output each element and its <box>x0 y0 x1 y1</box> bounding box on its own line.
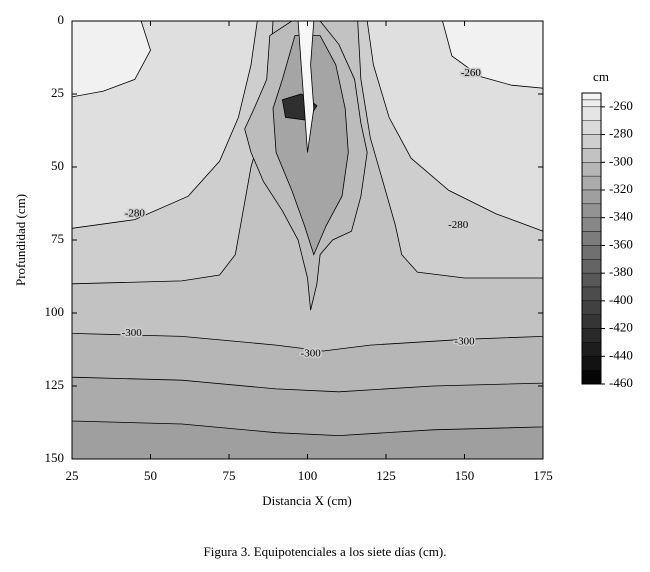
colorbar-tick-label: -420 <box>609 320 633 335</box>
y-tick-label: 125 <box>45 377 65 392</box>
y-tick-label: 150 <box>45 450 65 465</box>
colorbar-tick-label: -280 <box>609 126 633 141</box>
colorbar-band <box>581 272 602 288</box>
contour-label: -280 <box>448 219 469 231</box>
contour-label: -300 <box>122 327 143 339</box>
contour-label: -300 <box>301 347 322 359</box>
colorbar-tick-label: -260 <box>609 98 633 113</box>
colorbar-tick-label: -300 <box>609 153 633 168</box>
x-tick-label: 100 <box>298 468 318 483</box>
colorbar-band <box>581 162 602 177</box>
colorbar-band <box>581 286 602 302</box>
colorbar-band <box>581 99 602 108</box>
colorbar-band <box>581 106 602 121</box>
colorbar-frame <box>581 92 602 385</box>
colorbar-tick-label: -360 <box>609 236 633 251</box>
x-tick-label: 50 <box>144 468 157 483</box>
x-tick-label: 175 <box>533 468 553 483</box>
y-tick-label: 25 <box>51 85 64 100</box>
colorbar-band <box>581 245 602 260</box>
x-tick-label: 125 <box>376 468 396 483</box>
colorbar-tick-label: -380 <box>609 264 633 279</box>
contour-label: -280 <box>125 207 146 219</box>
caption: Figura 3. Equipotenciales a los siete dí… <box>204 544 447 559</box>
x-tick-label: 25 <box>66 468 79 483</box>
x-tick-label: 75 <box>223 468 236 483</box>
colorbar-band <box>581 175 602 191</box>
colorbar-band <box>581 300 602 315</box>
y-axis-title: Profundidad (cm) <box>13 194 28 286</box>
colorbar-tick-label: -460 <box>609 375 633 390</box>
colorbar-band <box>581 134 602 149</box>
colorbar-band <box>581 369 602 385</box>
colorbar-tick-label: -400 <box>609 292 633 307</box>
contour-region <box>297 21 315 153</box>
colorbar-band <box>581 328 602 343</box>
contour-field <box>72 21 543 459</box>
colorbar-band <box>581 120 602 135</box>
contour-label: -260 <box>461 67 482 79</box>
colorbar-band <box>581 203 602 218</box>
colorbar-band <box>581 342 602 357</box>
colorbar-band <box>581 231 602 246</box>
colorbar-band <box>581 92 602 101</box>
colorbar-band <box>581 217 602 232</box>
contour-region <box>442 21 543 89</box>
y-tick-label: 0 <box>58 12 65 27</box>
y-tick-label: 100 <box>45 304 65 319</box>
contour-label: -300 <box>454 336 475 348</box>
colorbar-tick-label: -340 <box>609 209 633 224</box>
contour-region <box>272 35 349 256</box>
contour-region <box>72 21 151 98</box>
y-tick-label: 50 <box>51 158 64 173</box>
colorbar-band <box>581 356 602 371</box>
y-tick-label: 75 <box>51 231 64 246</box>
colorbar-title: cm <box>593 69 609 84</box>
x-tick-label: 150 <box>455 468 475 483</box>
colorbar-band <box>581 314 602 329</box>
colorbar-band <box>581 259 602 274</box>
colorbar-tick-label: -440 <box>609 347 633 362</box>
colorbar-tick-label: -320 <box>609 181 633 196</box>
colorbar-band <box>581 148 602 163</box>
colorbar-band <box>581 189 602 205</box>
x-axis-title: Distancia X (cm) <box>262 493 352 508</box>
